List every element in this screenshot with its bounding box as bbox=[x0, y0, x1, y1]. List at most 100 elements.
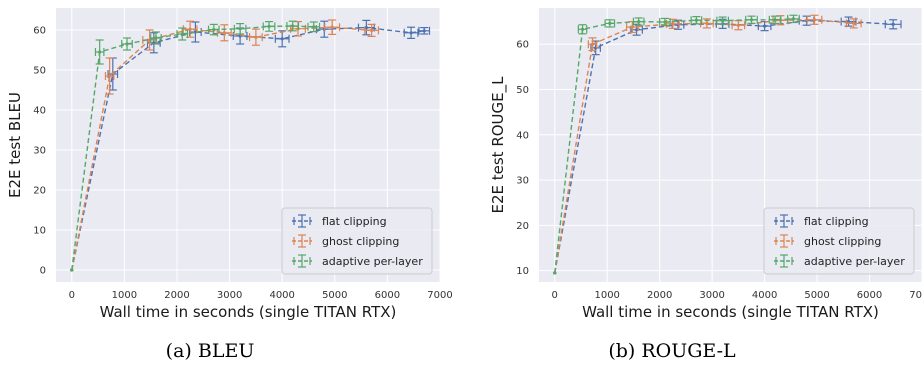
data-point bbox=[812, 18, 817, 22]
legend-label: adaptive per-layer bbox=[804, 255, 905, 268]
data-point bbox=[154, 36, 158, 40]
series-adaptive bbox=[553, 14, 800, 275]
x-tick-label: 0 bbox=[552, 290, 558, 301]
data-point bbox=[188, 27, 192, 31]
data-point bbox=[291, 24, 295, 28]
x-tick-label: 5000 bbox=[804, 290, 829, 301]
data-point bbox=[736, 23, 740, 27]
y-tick-label: 30 bbox=[516, 176, 529, 187]
data-point bbox=[330, 25, 334, 29]
data-point bbox=[98, 50, 102, 54]
x-axis-label: Wall time in seconds (single TITAN RTX) bbox=[100, 303, 397, 321]
y-tick-label: 10 bbox=[516, 266, 529, 277]
data-point bbox=[763, 24, 767, 28]
legend-box bbox=[763, 207, 915, 275]
y-axis-label: E2E test ROUGE_L bbox=[489, 76, 508, 214]
data-point bbox=[791, 17, 796, 21]
data-point bbox=[608, 21, 612, 25]
data-point bbox=[312, 25, 316, 29]
data-point bbox=[409, 31, 413, 35]
series-line bbox=[554, 19, 894, 274]
data-point bbox=[663, 20, 667, 24]
x-axis-label: Wall time in seconds (single TITAN RTX) bbox=[582, 303, 879, 321]
y-tick-label: 40 bbox=[33, 106, 46, 117]
series-line bbox=[554, 18, 794, 274]
legend-label: flat clipping bbox=[804, 215, 869, 228]
legend-label: flat clipping bbox=[322, 215, 387, 228]
series-line bbox=[71, 26, 372, 271]
data-point bbox=[553, 271, 557, 275]
data-point bbox=[671, 22, 675, 26]
data-point bbox=[108, 74, 112, 78]
error-bar bbox=[324, 19, 341, 36]
legend-item-flat: flat clipping bbox=[292, 214, 387, 228]
legend: flat clipping ghost clipping adaptive per-… bbox=[281, 207, 433, 275]
x-tick-label: 1000 bbox=[112, 290, 137, 301]
legend-item-ghost: ghost clipping bbox=[292, 234, 399, 248]
legend-label: adaptive per-layer bbox=[322, 255, 423, 268]
x-tick-label: 3000 bbox=[217, 290, 242, 301]
x-tick-label: 6000 bbox=[857, 290, 882, 301]
legend-label: ghost clipping bbox=[322, 235, 399, 248]
x-tick-label: 3000 bbox=[699, 290, 724, 301]
data-point bbox=[364, 26, 368, 30]
data-point bbox=[125, 42, 129, 46]
data-point bbox=[180, 32, 184, 36]
data-point bbox=[280, 37, 284, 41]
data-point bbox=[773, 18, 777, 22]
legend-label: ghost clipping bbox=[804, 235, 881, 248]
legend-item-adaptive: adaptive per-layer bbox=[292, 254, 423, 268]
data-point bbox=[721, 19, 725, 23]
data-point bbox=[694, 18, 698, 22]
y-tick-label: 60 bbox=[33, 26, 46, 37]
data-point bbox=[222, 31, 226, 35]
data-point bbox=[254, 35, 258, 39]
x-tick-label: 5000 bbox=[322, 290, 347, 301]
data-point bbox=[749, 18, 754, 22]
y-tick-label: 40 bbox=[516, 130, 529, 141]
data-point bbox=[705, 21, 709, 25]
y-tick-label: 50 bbox=[33, 66, 46, 77]
chart-panel-2: 10 20 30 40 50 60 0 1000 2000 3000 4000 5000 6000 700… bbox=[489, 8, 922, 362]
chart-caption: (b) ROUGE-L bbox=[608, 340, 736, 362]
y-tick-label: 0 bbox=[40, 266, 46, 277]
data-point bbox=[590, 42, 595, 46]
data-point bbox=[852, 21, 856, 25]
error-bar bbox=[757, 20, 772, 32]
series-adaptive bbox=[70, 20, 321, 272]
x-tick-label: 4000 bbox=[752, 290, 777, 301]
data-point bbox=[370, 28, 374, 32]
data-point bbox=[422, 29, 426, 33]
chart-caption: (a) BLEU bbox=[166, 340, 255, 362]
y-tick-label: 20 bbox=[33, 186, 46, 197]
x-tick-label: 0 bbox=[69, 290, 75, 301]
series-line bbox=[71, 25, 314, 271]
data-point bbox=[630, 25, 634, 29]
y-tick-label: 30 bbox=[33, 146, 46, 157]
legend-item-flat: flat clipping bbox=[774, 214, 869, 228]
legend-box bbox=[281, 207, 433, 275]
x-tick-label: 7000 bbox=[427, 290, 452, 301]
legend-item-ghost: ghost clipping bbox=[774, 234, 881, 248]
y-tick-label: 20 bbox=[516, 221, 529, 232]
y-tick-label: 50 bbox=[516, 85, 529, 96]
data-point bbox=[580, 27, 585, 31]
y-tick-label: 10 bbox=[33, 226, 46, 237]
y-axis-label: E2E test BLEU bbox=[6, 92, 24, 198]
error-bar bbox=[604, 19, 616, 28]
data-point bbox=[267, 24, 271, 28]
legend-item-adaptive: adaptive per-layer bbox=[774, 254, 905, 268]
error-bar bbox=[150, 31, 162, 45]
data-point bbox=[70, 268, 74, 272]
x-tick-label: 1000 bbox=[594, 290, 619, 301]
error-bar bbox=[286, 20, 300, 32]
data-point bbox=[891, 22, 895, 26]
x-tick-label: 4000 bbox=[269, 290, 294, 301]
chart-panel-1: 0 10 20 30 40 50 60 0 1000 2000 3000 4000 5000 6000 70… bbox=[6, 8, 453, 362]
data-point bbox=[238, 27, 242, 31]
x-tick-label: 2000 bbox=[164, 290, 189, 301]
x-tick-label: 7000 bbox=[909, 290, 922, 301]
x-tick-label: 6000 bbox=[375, 290, 400, 301]
data-point bbox=[212, 28, 216, 32]
